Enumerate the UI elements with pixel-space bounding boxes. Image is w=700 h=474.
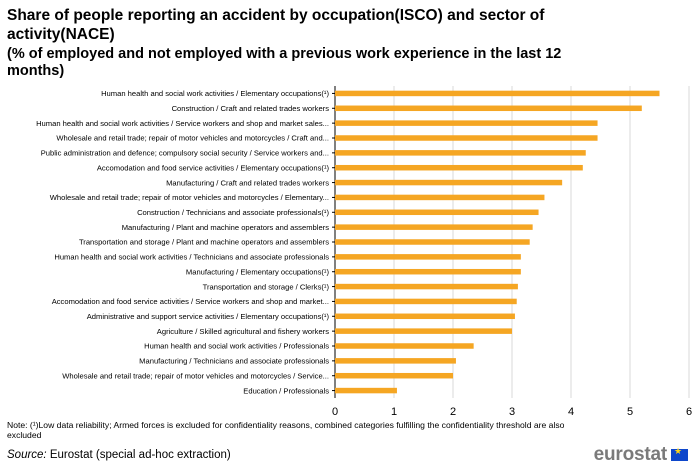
category-label: Accomodation and food service activities… xyxy=(97,163,330,172)
category-label: Construction / Technicians and associate… xyxy=(137,208,329,217)
bar xyxy=(335,224,533,230)
x-tick-label: 5 xyxy=(627,406,633,418)
bar xyxy=(335,387,397,394)
bars xyxy=(335,90,660,394)
category-label: Education / Professionals xyxy=(243,386,329,395)
bar xyxy=(335,283,518,290)
category-label: Wholesale and retail trade; repair of mo… xyxy=(62,371,329,380)
category-label: Human health and social work activities … xyxy=(54,253,329,262)
x-tick-label: 0 xyxy=(332,406,338,418)
category-label: Manufacturing / Elementary occupations(¹… xyxy=(186,267,330,276)
bar xyxy=(335,105,642,112)
category-label: Human health and social work activities … xyxy=(101,89,329,98)
category-label: Transportation and storage / Clerks(¹) xyxy=(203,282,330,291)
bar xyxy=(335,194,545,201)
eurostat-logo[interactable]: eurostat xyxy=(594,444,688,466)
source-label: Source: xyxy=(7,449,47,461)
bar xyxy=(335,120,598,126)
category-label: Transportation and storage / Plant and m… xyxy=(79,238,329,247)
category-label: Public administration and defence; compu… xyxy=(41,149,329,158)
category-label: Manufacturing / Technicians and associat… xyxy=(139,357,329,366)
bar xyxy=(335,254,521,260)
chart-subtitle: (% of employed and not employed with a p… xyxy=(7,46,562,79)
x-tick-label: 4 xyxy=(568,406,574,418)
source-line: Source: Eurostat (special ad-hoc extract… xyxy=(7,449,231,461)
category-labels: Human health and social work activities … xyxy=(36,89,329,395)
bar xyxy=(335,298,517,305)
bar xyxy=(335,135,598,141)
bar xyxy=(335,358,456,364)
bar xyxy=(335,328,512,334)
logo-text: eurostat xyxy=(593,444,668,465)
category-label: Human health and social work activities … xyxy=(144,342,329,351)
bar xyxy=(335,268,521,275)
x-tick-label: 3 xyxy=(509,406,515,418)
category-label: Construction / Craft and related trades … xyxy=(172,104,330,113)
category-label: Accomodation and food service activities… xyxy=(52,297,329,306)
bar xyxy=(335,90,660,97)
category-label: Wholesale and retail trade; repair of mo… xyxy=(56,134,329,143)
x-tick-label: 2 xyxy=(450,406,456,418)
bar xyxy=(335,164,583,171)
category-label: Manufacturing / Plant and machine operat… xyxy=(122,223,329,232)
category-label: Administrative and support service activ… xyxy=(87,312,330,321)
bar xyxy=(335,343,474,349)
category-label: Wholesale and retail trade; repair of mo… xyxy=(50,193,329,202)
bar xyxy=(335,372,453,379)
bar xyxy=(335,239,530,245)
x-tick-label: 1 xyxy=(391,406,397,418)
bar xyxy=(335,150,586,156)
source-text: Eurostat (special ad-hoc extraction) xyxy=(46,449,231,461)
bar xyxy=(335,209,539,216)
category-label: Human health and social work activities … xyxy=(36,119,329,128)
footnote: Note: (¹)Low data reliability; Armed for… xyxy=(7,420,565,440)
x-tick-label: 6 xyxy=(686,406,692,418)
eu-flag-icon xyxy=(671,447,688,461)
bar xyxy=(335,313,515,320)
chart-title: Share of people reporting an accident by… xyxy=(7,7,545,43)
bar xyxy=(335,179,563,186)
category-label: Agriculture / Skilled agricultural and f… xyxy=(157,327,329,336)
category-label: Manufacturing / Craft and related trades… xyxy=(166,178,329,187)
x-axis-ticks: 0 1 2 3 4 5 6 xyxy=(332,406,692,418)
